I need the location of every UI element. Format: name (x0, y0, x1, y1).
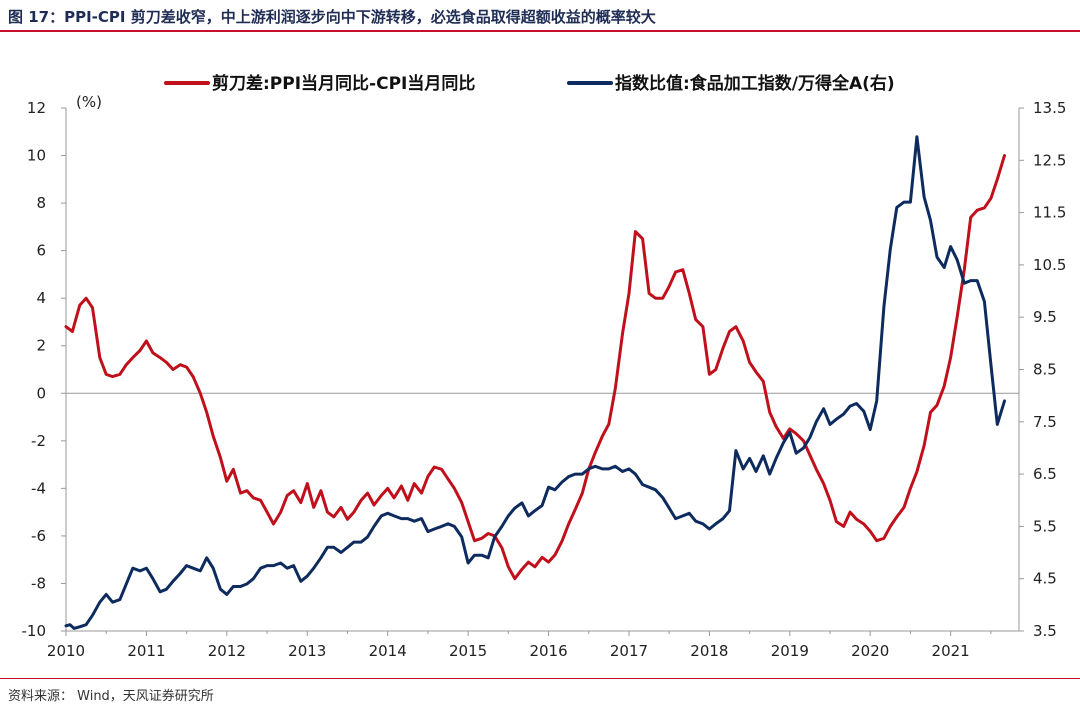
left-tick-label: -2 (31, 432, 46, 450)
left-tick-label: 10 (27, 147, 46, 165)
right-tick-label: 6.5 (1033, 465, 1057, 483)
x-tick-label: 2015 (449, 642, 487, 660)
legend-label: 指数比值:食品加工指数/万得全A(右) (615, 73, 895, 94)
x-tick-label: 2011 (127, 642, 165, 660)
x-tick-label: 2018 (690, 642, 728, 660)
right-tick-label: 11.5 (1033, 204, 1066, 222)
right-tick-label: 9.5 (1033, 308, 1057, 326)
x-tick-label: 2012 (208, 642, 246, 660)
left-tick-label: 8 (36, 194, 46, 212)
x-tick-label: 2019 (771, 642, 809, 660)
right-tick-label: 12.5 (1033, 151, 1066, 169)
left-tick-label: 2 (36, 337, 46, 355)
legend-label: 剪刀差:PPI当月同比-CPI当月同比 (212, 73, 475, 94)
footer-rule (0, 678, 1080, 679)
left-tick-label: -8 (31, 574, 46, 592)
chart-legend: 剪刀差:PPI当月同比-CPI当月同比 指数比值:食品加工指数/万得全A(右) (164, 73, 895, 94)
x-tick-label: 2016 (529, 642, 567, 660)
right-tick-label: 3.5 (1033, 622, 1057, 640)
figure-title: 图 17：PPI-CPI 剪刀差收窄，中上游利润逐步向中下游转移，必选食品取得超… (8, 8, 656, 26)
left-tick-label: 0 (36, 384, 46, 402)
right-tick-label: 10.5 (1033, 256, 1066, 274)
chart-series-lines (64, 135, 1006, 630)
left-tick-label: -4 (31, 479, 46, 497)
series-line-food-index-ratio (64, 135, 1006, 630)
right-tick-label: 13.5 (1033, 99, 1066, 117)
source-note: 资料来源： Wind，天风证券研究所 (8, 689, 214, 704)
right-tick-label: 7.5 (1033, 413, 1057, 431)
left-axis-unit-label: (%) (76, 93, 102, 111)
left-tick-label: 12 (27, 99, 46, 117)
left-tick-label: -10 (22, 622, 47, 640)
right-tick-label: 8.5 (1033, 361, 1057, 379)
x-tick-label: 2014 (369, 642, 407, 660)
header-rule (0, 30, 1080, 32)
left-tick-label: 4 (36, 289, 46, 307)
x-tick-label: 2013 (288, 642, 326, 660)
right-tick-label: 5.5 (1033, 517, 1057, 535)
x-tick-label: 2020 (851, 642, 889, 660)
series-line-ppi-cpi-spread (64, 154, 1006, 581)
right-tick-label: 4.5 (1033, 570, 1057, 588)
left-tick-label: -6 (31, 527, 46, 545)
x-tick-label: 2010 (47, 642, 85, 660)
chart-axes: -10 -8 -6 -4 -2 0 2 4 6 8 10 12 3.5 4.5 5.5 6.5 7.5 8.5 9.… (22, 99, 1067, 660)
left-tick-label: 6 (36, 242, 46, 260)
x-tick-label: 2021 (932, 642, 970, 660)
x-tick-label: 2017 (610, 642, 648, 660)
